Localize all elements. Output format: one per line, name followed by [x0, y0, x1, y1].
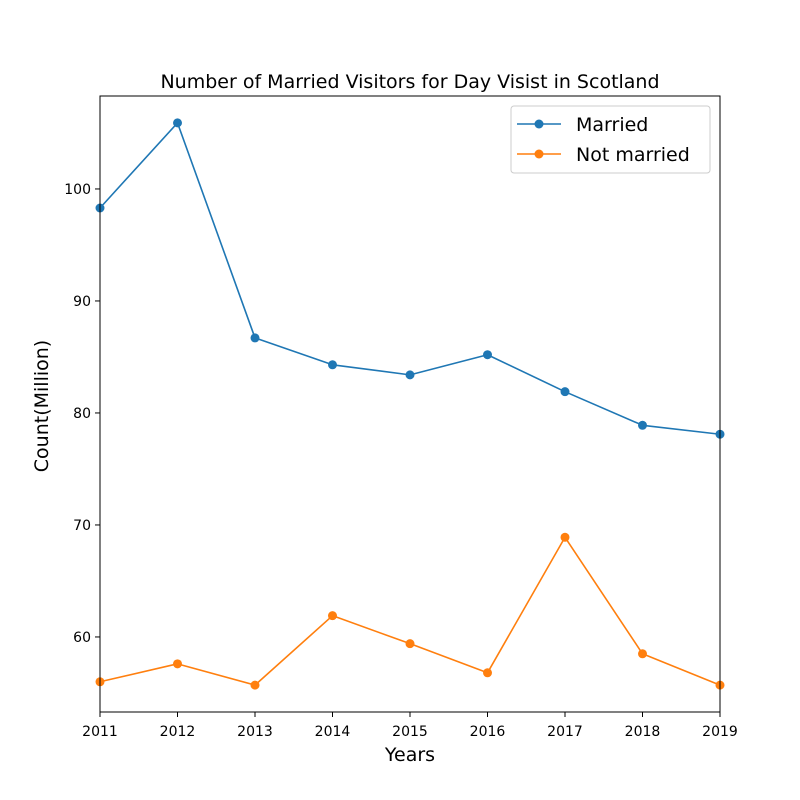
data-point-not-married [328, 611, 337, 621]
x-axis: 2011 2012 2013 2014 2015 2016 2017 2018 2019 [82, 712, 738, 740]
x-tick-label: 2018 [625, 724, 661, 740]
y-axis-title: Count(Million) [31, 340, 53, 472]
series-markers [95, 118, 725, 690]
legend: Married Not married [510, 105, 711, 174]
data-point-married [483, 350, 492, 360]
legend-box [510, 105, 711, 174]
data-point-not-married [173, 659, 182, 669]
x-tick-label: 2016 [470, 724, 506, 740]
y-axis: 60 70 80 90 100 [64, 182, 100, 646]
data-point-married [560, 387, 570, 397]
chart-title: Number of Married Visitors for Day Visis… [160, 71, 659, 93]
data-point-not-married [483, 668, 492, 678]
series-line-not-married [99, 536, 721, 686]
x-tick-label: 2017 [547, 724, 583, 740]
y-tick-label: 60 [73, 630, 91, 646]
legend-label-not-married: Not married [576, 144, 690, 166]
x-axis-title: Years [384, 744, 435, 766]
x-tick-label: 2011 [82, 724, 118, 740]
y-tick-label: 70 [73, 518, 91, 534]
data-point-married [173, 118, 182, 128]
x-tick-label: 2013 [237, 724, 273, 740]
legend-marker-not-married [534, 149, 544, 159]
y-tick-label: 100 [64, 182, 91, 198]
series-lines [99, 122, 721, 686]
data-point-married [250, 333, 260, 343]
x-tick-label: 2019 [702, 724, 738, 740]
data-point-married [638, 420, 647, 430]
data-point-married [328, 360, 337, 370]
legend-label-married: Married [576, 114, 648, 136]
x-tick-label: 2015 [392, 724, 428, 740]
x-tick-label: 2012 [160, 724, 196, 740]
data-point-not-married [250, 680, 260, 690]
data-point-married [405, 370, 415, 380]
data-point-not-married [638, 649, 647, 659]
data-point-not-married [405, 639, 415, 649]
data-point-not-married [560, 532, 570, 542]
x-tick-label: 2014 [315, 724, 351, 740]
plot-frame [99, 95, 721, 713]
y-tick-label: 80 [73, 406, 91, 422]
y-tick-label: 90 [73, 294, 91, 310]
legend-marker-married [534, 119, 544, 129]
